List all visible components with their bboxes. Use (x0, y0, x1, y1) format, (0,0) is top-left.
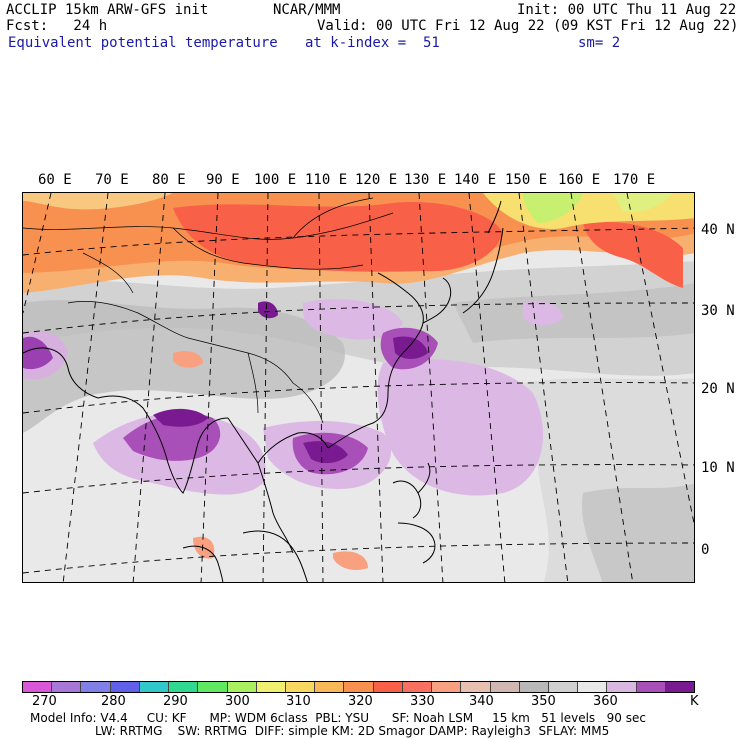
colorbar-label: 290 (163, 694, 188, 709)
colorbar-swatch (139, 682, 170, 692)
theta-e-region (23, 193, 173, 210)
colorbar-swatch (169, 682, 199, 692)
colorbar-unit: K (690, 694, 699, 709)
lon-label: 100 E (254, 172, 297, 188)
colorbar-swatch (256, 682, 286, 692)
colorbar-swatch (607, 682, 637, 692)
lat-label: 10 N (701, 460, 735, 476)
theta-e-region (123, 413, 221, 461)
lon-label: 60 E (38, 172, 72, 188)
colorbar-swatch (402, 682, 433, 692)
lon-label: 160 E (558, 172, 601, 188)
lat-label: 0 (701, 542, 710, 558)
colorbar-label: 350 (531, 694, 556, 709)
model-info-line2: LW: RRTMG SW: RRTMG DIFF: simple KM: 2D … (95, 724, 610, 738)
theta-e-region (302, 299, 403, 340)
theta-e-region (393, 336, 428, 359)
smoothing-label: sm= 2 (578, 35, 621, 51)
lat-label: 30 N (701, 303, 735, 319)
colorbar-swatch (578, 682, 608, 692)
lon-label: 70 E (95, 172, 129, 188)
colorbar-label: 300 (225, 694, 250, 709)
colorbar (22, 681, 695, 693)
colorbar-swatch (52, 682, 82, 692)
field-name: Equivalent potential temperature (8, 35, 278, 51)
lon-label: 110 E (305, 172, 348, 188)
theta-e-region (523, 193, 583, 223)
colorbar-label: 280 (101, 694, 126, 709)
init-time: Init: 00 UTC Thu 11 Aug 22 (517, 2, 737, 18)
theta-e-region (582, 483, 694, 582)
colorbar-swatch (198, 682, 228, 692)
lon-label: 150 E (505, 172, 548, 188)
colorbar-label: 270 (32, 694, 57, 709)
graticule (23, 193, 694, 582)
lat-label: 40 N (701, 222, 735, 238)
forecast-hour: Fcst: 24 h (6, 18, 108, 34)
colorbar-label: 360 (593, 694, 618, 709)
colorbar-swatch (432, 682, 462, 692)
colorbar-swatch (81, 682, 111, 692)
colorbar-swatch (490, 682, 520, 692)
map-panel (22, 192, 695, 583)
theta-e-region (453, 283, 694, 343)
theta-e-region (377, 359, 543, 496)
country-borders (23, 197, 394, 424)
theta-e-region (583, 221, 683, 288)
theta-e-region (173, 351, 203, 368)
colorbar-swatch (665, 682, 695, 692)
colorbar-swatch (373, 682, 403, 692)
colorbar-swatch (636, 682, 666, 692)
colorbar-swatch (315, 682, 345, 692)
colorbar-swatch (519, 682, 549, 692)
model-info-line1: Model Info: V4.4 CU: KF MP: WDM 6class P… (30, 711, 646, 725)
model-title: ACCLIP 15km ARW-GFS init (6, 2, 209, 18)
colorbar-label: 310 (286, 694, 311, 709)
theta-e-region (23, 336, 53, 370)
colorbar-swatch (344, 682, 374, 692)
colorbar-swatch (548, 682, 579, 692)
lon-label: 120 E (355, 172, 398, 188)
lon-label: 170 E (613, 172, 656, 188)
colorbar-swatch (227, 682, 257, 692)
lon-label: 130 E (404, 172, 447, 188)
theta-e-region (333, 551, 368, 570)
level-label: at k-index = 51 (305, 35, 440, 51)
colorbar-swatch (285, 682, 316, 692)
colorbar-swatch (23, 682, 53, 692)
colorbar-swatch (110, 682, 140, 692)
colorbar-label: 330 (410, 694, 435, 709)
colorbar-label: 320 (348, 694, 373, 709)
theta-e-region (303, 441, 348, 464)
lon-label: 90 E (206, 172, 240, 188)
theta-e-region (153, 408, 208, 427)
org-label: NCAR/MMM (273, 2, 341, 18)
valid-time: Valid: 00 UTC Fri 12 Aug 22 (09 KST Fri … (317, 18, 739, 34)
colorbar-label: 340 (469, 694, 494, 709)
lon-label: 140 E (454, 172, 497, 188)
colorbar-swatch (461, 682, 491, 692)
lat-label: 20 N (701, 381, 735, 397)
theta-e-region (258, 301, 278, 319)
lon-label: 80 E (152, 172, 186, 188)
coastlines (23, 200, 504, 582)
